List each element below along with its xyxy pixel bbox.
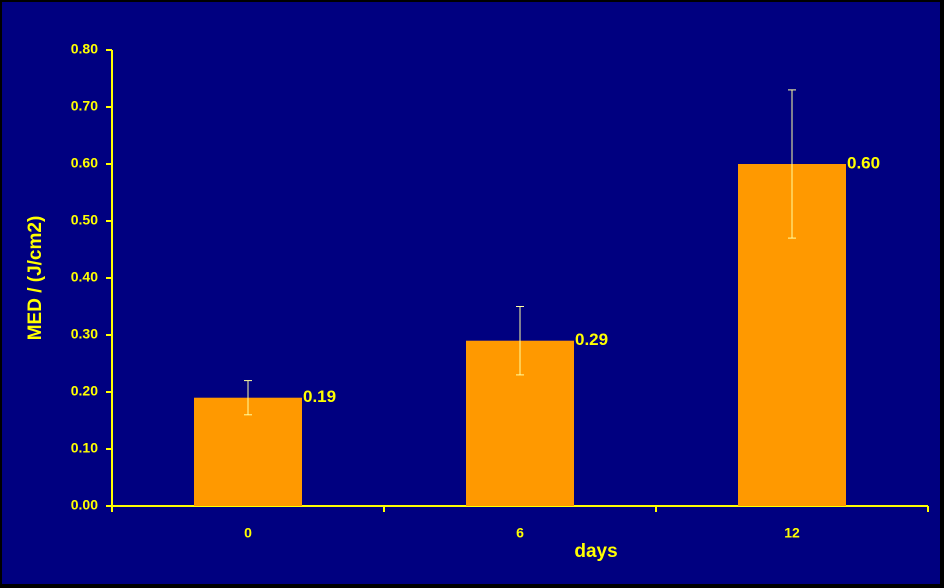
x-tick-label: 6: [516, 525, 524, 541]
value-label: 0.29: [575, 330, 608, 349]
bar: [194, 397, 302, 506]
y-tick-label: 0.00: [71, 497, 98, 513]
y-tick-label: 0.80: [71, 41, 98, 57]
y-axis-title: MED / (J/cm2): [25, 216, 46, 341]
x-tick-label: 0: [244, 525, 252, 541]
y-tick-label: 0.10: [71, 440, 98, 456]
y-tick-label: 0.20: [71, 383, 98, 399]
x-axis-title: days: [574, 541, 617, 562]
y-tick-label: 0.40: [71, 269, 98, 285]
x-tick-label: 12: [784, 525, 800, 541]
y-tick-label: 0.30: [71, 326, 98, 342]
value-label: 0.19: [303, 387, 336, 406]
y-tick-label: 0.70: [71, 98, 98, 114]
value-label: 0.60: [847, 153, 880, 172]
y-tick-label: 0.50: [71, 212, 98, 228]
y-tick-label: 0.60: [71, 155, 98, 171]
